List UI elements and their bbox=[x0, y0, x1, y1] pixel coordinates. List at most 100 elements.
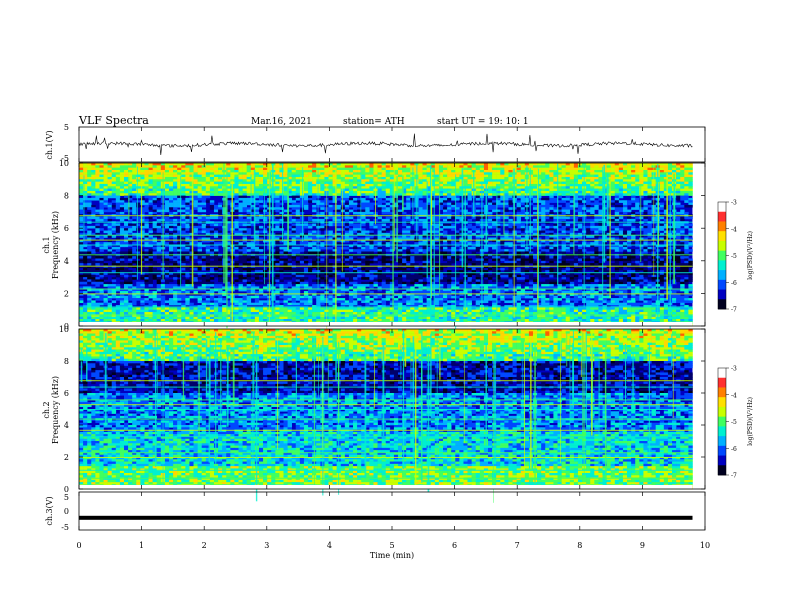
spec1-cell bbox=[663, 176, 669, 180]
spec1-cell bbox=[353, 249, 358, 252]
spec1-cell bbox=[659, 190, 665, 194]
spec1-cell bbox=[295, 186, 301, 189]
spec1-cell bbox=[320, 223, 325, 227]
spec1-cell bbox=[557, 195, 562, 199]
spec1-cell bbox=[393, 174, 399, 178]
spec1-cell bbox=[373, 249, 378, 252]
spec1-cell bbox=[258, 216, 264, 220]
spec1-cell bbox=[242, 174, 247, 178]
spec1-cell bbox=[136, 195, 141, 199]
spec1-cell bbox=[316, 186, 321, 189]
spec1-cell bbox=[406, 232, 411, 236]
spec1-cell bbox=[516, 235, 522, 238]
spec1-cell bbox=[361, 176, 366, 180]
spec1-cell bbox=[348, 223, 354, 227]
spec1-cell bbox=[577, 244, 583, 248]
spec1-cell bbox=[434, 223, 440, 227]
spec1-cell bbox=[193, 165, 198, 168]
spec1-cell bbox=[385, 249, 391, 252]
spec1-cell bbox=[197, 244, 202, 248]
spec1-cell bbox=[528, 169, 534, 173]
spec1-cell bbox=[91, 239, 96, 243]
spec1-cell bbox=[389, 183, 395, 187]
spec1-cell bbox=[426, 179, 432, 182]
spec1-cell bbox=[283, 197, 288, 201]
spec1-cell bbox=[545, 235, 550, 238]
spec1-cell bbox=[168, 242, 174, 245]
spec1-cell bbox=[422, 209, 427, 213]
spec1-cell bbox=[119, 204, 125, 208]
spec1-cell bbox=[332, 244, 337, 248]
spec1-cell bbox=[328, 172, 333, 175]
spec1-cell bbox=[618, 190, 624, 194]
spec1-cell bbox=[242, 163, 247, 166]
spec1-cell bbox=[226, 232, 231, 236]
spec1-cell bbox=[95, 163, 100, 166]
spec1-cell bbox=[226, 165, 231, 168]
spec1-cell bbox=[209, 200, 215, 203]
spec1-cell bbox=[332, 218, 337, 222]
spec1-cell bbox=[181, 235, 186, 238]
spec1-cell bbox=[209, 216, 215, 220]
spec1-cell bbox=[586, 218, 591, 222]
spec1-cell bbox=[594, 167, 599, 171]
spec1-cell bbox=[308, 176, 313, 180]
spec1-cell bbox=[291, 232, 297, 236]
spec1-cell bbox=[385, 228, 391, 231]
spec1-cell bbox=[353, 181, 358, 185]
spec1-cell bbox=[557, 251, 562, 255]
spec1-cell bbox=[434, 176, 440, 180]
spec1-cell bbox=[213, 228, 219, 231]
spec1-cell bbox=[663, 179, 669, 182]
spec1-cell bbox=[148, 244, 153, 248]
spec1-cell bbox=[144, 258, 149, 262]
spec1-cell bbox=[299, 200, 305, 203]
spec1-cell bbox=[185, 225, 190, 229]
spec1-cell bbox=[242, 235, 247, 238]
spec1-cell bbox=[324, 174, 329, 178]
spec1-cell bbox=[201, 223, 207, 227]
spec1-cell bbox=[627, 235, 632, 238]
spec1-cell bbox=[455, 256, 460, 259]
spec1-cell bbox=[140, 167, 145, 171]
spec1-cell bbox=[402, 258, 407, 262]
spec1-cell bbox=[393, 167, 399, 171]
spec1-cell bbox=[549, 230, 554, 234]
spec1-cell bbox=[79, 190, 84, 194]
spec1-cell bbox=[590, 172, 595, 175]
spec1-cell bbox=[426, 207, 432, 210]
spec1-cell bbox=[594, 249, 599, 252]
spec1-cell bbox=[316, 223, 321, 227]
spec1-cell bbox=[308, 165, 313, 168]
spec1-cell bbox=[299, 246, 305, 250]
spec1-cell bbox=[197, 176, 202, 180]
spec1-cell bbox=[197, 183, 202, 187]
spec1-cell bbox=[528, 195, 534, 199]
spec1-cell bbox=[381, 174, 387, 178]
spec1-cell bbox=[438, 179, 444, 182]
spec1-cell bbox=[459, 209, 464, 213]
spec1-cell bbox=[520, 223, 526, 227]
spec1-cell bbox=[492, 172, 497, 175]
spec1-cell bbox=[443, 190, 448, 194]
spec1-cell bbox=[565, 165, 571, 168]
spec1-cell bbox=[614, 242, 620, 245]
spec1-cell bbox=[590, 181, 595, 185]
spec1-cell bbox=[528, 179, 534, 182]
spec1-cell bbox=[443, 246, 448, 250]
spec1-cell bbox=[193, 200, 198, 203]
spec1-cell bbox=[140, 235, 145, 238]
spec1-cell bbox=[336, 251, 342, 255]
spec1-cell bbox=[258, 186, 264, 189]
spec1-cell bbox=[647, 172, 652, 175]
spec1-cell bbox=[115, 204, 121, 208]
spec1-cell bbox=[295, 235, 301, 238]
spec1-cell bbox=[119, 218, 125, 222]
spec1-cell bbox=[246, 230, 252, 234]
spec1-cell bbox=[344, 256, 350, 259]
spec1-cell bbox=[443, 237, 448, 241]
spec1-cell bbox=[676, 193, 681, 196]
spec1-cell bbox=[443, 258, 448, 262]
spec1-cell bbox=[348, 237, 354, 241]
spec1-cell bbox=[590, 251, 595, 255]
